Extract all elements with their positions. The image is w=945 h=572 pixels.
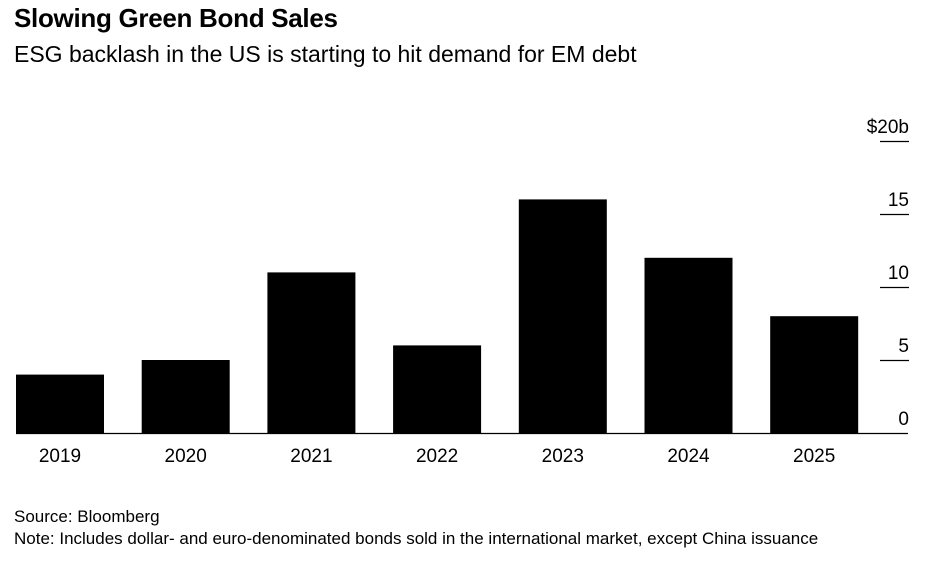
y-tick-label-10: 10 [888, 263, 909, 284]
y-tick-label-5: 5 [898, 336, 909, 357]
chart-footer: Source: Bloomberg Note: Includes dollar-… [14, 506, 914, 550]
bar-2021 [267, 272, 356, 433]
x-axis-labels: 2019 2020 2021 2022 2023 2024 2025 [39, 446, 835, 467]
x-tick-label-2024: 2024 [667, 446, 710, 467]
y-tick-label-15: 15 [888, 190, 909, 211]
source-text: Source: Bloomberg [14, 507, 160, 526]
y-tick-label-0: 0 [898, 409, 909, 430]
bar-2022 [393, 345, 482, 433]
x-tick-label-2023: 2023 [542, 446, 584, 467]
x-tick-label-2021: 2021 [290, 446, 332, 467]
x-tick-label-2019: 2019 [39, 446, 81, 467]
y-tick-label-20: $20b [867, 117, 909, 138]
bars-group [16, 199, 859, 433]
x-tick-label-2022: 2022 [416, 446, 458, 467]
chart-subtitle: ESG backlash in the US is starting to hi… [14, 41, 637, 67]
bar-2020 [141, 360, 230, 433]
x-tick-label-2020: 2020 [165, 446, 207, 467]
bar-2019 [16, 374, 104, 433]
bar-2024 [644, 257, 733, 433]
note-text: Note: Includes dollar- and euro-denomina… [14, 529, 819, 548]
y-axis: 0 5 10 15 $20b [867, 117, 909, 430]
x-tick-label-2025: 2025 [793, 446, 835, 467]
bar-chart: 2019 2020 2021 2022 2023 2024 2025 0 5 10 15 $20b [16, 117, 909, 467]
bar-2023 [518, 199, 607, 433]
chart-title: Slowing Green Bond Sales [14, 3, 338, 33]
bar-2025 [770, 316, 859, 433]
